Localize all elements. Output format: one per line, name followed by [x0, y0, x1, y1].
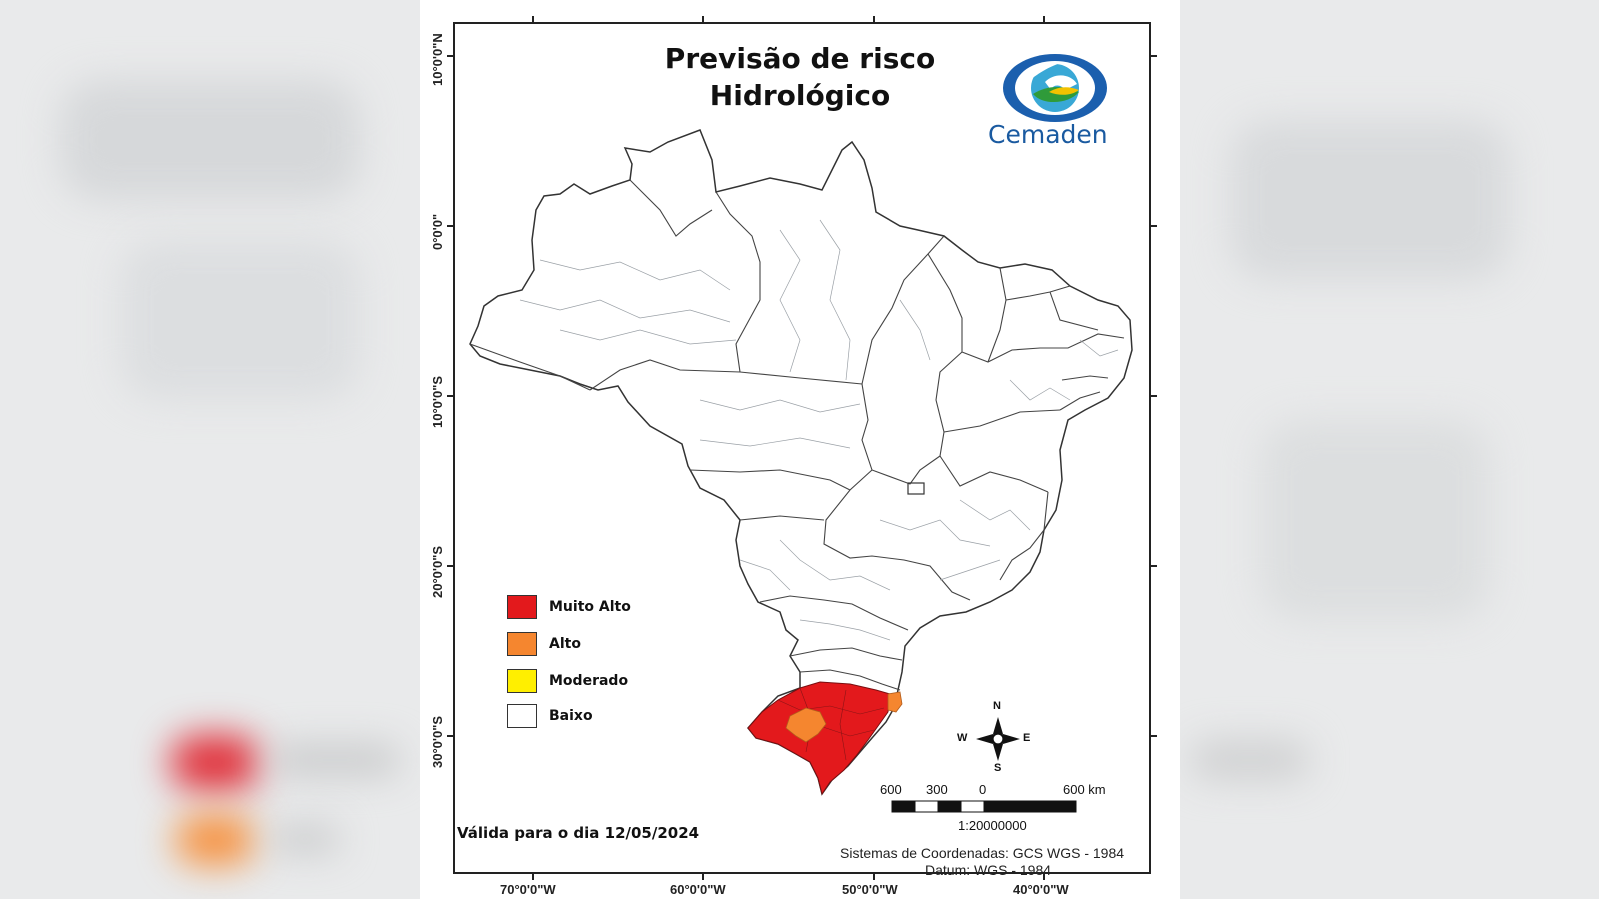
- legend-swatch-baixo: [507, 704, 537, 728]
- scale-label: 300: [926, 782, 948, 797]
- bg-shape: [120, 240, 360, 400]
- legend-swatch-moderado: [507, 669, 537, 693]
- sc-alto-area: [887, 691, 903, 713]
- scale-label: 600: [880, 782, 902, 797]
- compass-w: W: [957, 732, 968, 744]
- lon-tick-label: 40°0'0"W: [1013, 882, 1069, 897]
- cemaden-logo: [1003, 54, 1107, 122]
- lon-tick-label: 70°0'0"W: [500, 882, 556, 897]
- lat-tick-label: 30°0'0"S: [430, 715, 445, 768]
- bg-shape: [1230, 120, 1510, 280]
- bg-shape: [1190, 740, 1310, 780]
- bg-shape: [175, 815, 255, 865]
- lat-tick-label: 10°0'0"N: [430, 33, 445, 86]
- lat-tick-label: 0°0'0": [430, 213, 445, 250]
- compass-s: S: [994, 762, 1002, 774]
- scale-ratio: 1:20000000: [958, 818, 1027, 833]
- legend-swatch-muito-alto: [507, 595, 537, 619]
- lat-tick-label: 20°0'0"S: [430, 545, 445, 598]
- compass-n: N: [993, 700, 1001, 712]
- legend-label: Baixo: [549, 708, 593, 724]
- rs-alto-area: [785, 707, 827, 743]
- compass-e: E: [1023, 732, 1031, 744]
- lon-tick-label: 50°0'0"W: [842, 882, 898, 897]
- map-title-line1: Previsão de risco: [664, 42, 936, 75]
- scale-bar: [891, 800, 1077, 813]
- datum-note: Datum: WGS - 1984: [925, 862, 1052, 878]
- map-title-line2: Hidrológico: [709, 79, 891, 112]
- coord-system-note: Sistemas de Coordenadas: GCS WGS - 1984: [840, 845, 1125, 861]
- lat-tick-label: 10°0'0"S: [430, 375, 445, 428]
- legend-item-moderado: Moderado: [507, 667, 628, 695]
- bg-shape: [1260, 420, 1490, 620]
- rs-muito-alto-area: [747, 681, 891, 796]
- df-outline: [907, 482, 925, 495]
- legend-label: Moderado: [549, 673, 629, 689]
- north-arrow: [976, 717, 1020, 761]
- cemaden-logo-text: Cemaden: [988, 120, 1108, 149]
- scale-label: 600 km: [1063, 782, 1106, 797]
- bg-shape: [270, 745, 400, 775]
- legend-item-alto: Alto: [507, 630, 581, 658]
- bg-shape: [60, 80, 360, 200]
- legend-item-muito-alto: Muito Alto: [507, 593, 631, 621]
- legend-swatch-alto: [507, 632, 537, 656]
- legend-label: Muito Alto: [549, 599, 631, 615]
- bg-shape: [270, 825, 340, 853]
- legend-label: Alto: [549, 636, 581, 652]
- bg-shape: [170, 735, 260, 790]
- valid-date: Válida para o dia 12/05/2024: [457, 824, 700, 842]
- scale-label: 0: [979, 782, 987, 797]
- legend-item-baixo: Baixo: [507, 702, 593, 730]
- lon-tick-label: 60°0'0"W: [670, 882, 726, 897]
